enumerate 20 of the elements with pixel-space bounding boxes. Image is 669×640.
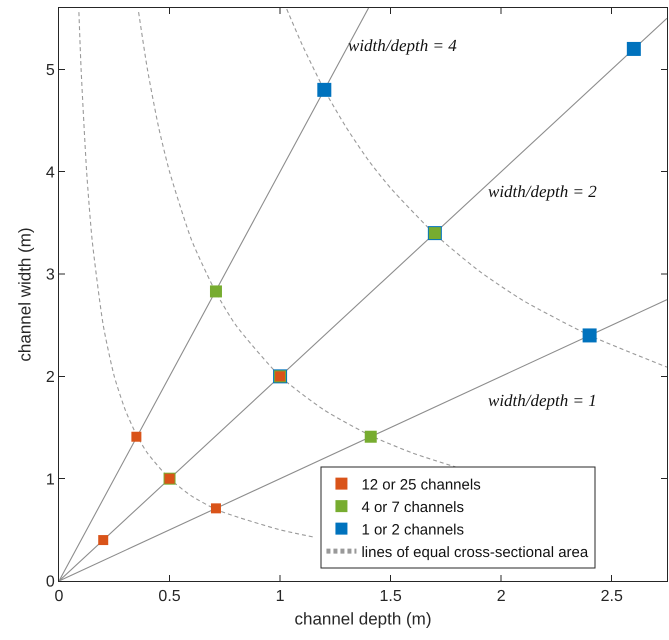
annotation: width/depth = 2 xyxy=(488,182,598,201)
x-tick-label: 2.5 xyxy=(600,588,623,606)
annotation: width/depth = 1 xyxy=(488,391,597,410)
annotation: width/depth = 4 xyxy=(348,36,458,55)
y-tick-label: 4 xyxy=(46,164,55,182)
legend-label: 12 or 25 channels xyxy=(361,476,481,494)
y-axis-title: channel width (m) xyxy=(15,227,34,362)
legend-label: lines of equal cross-sectional area xyxy=(361,544,589,561)
y-tick-label: 2 xyxy=(46,368,55,386)
legend-label: 1 or 2 channels xyxy=(361,522,464,538)
x-tick-label: 2 xyxy=(496,588,506,606)
y-tick-label: 1 xyxy=(46,471,55,488)
y-tick-label: 5 xyxy=(46,62,55,79)
y-tick-label: 0 xyxy=(46,574,55,591)
x-tick-label: 0.5 xyxy=(158,588,181,606)
legend-label: 4 or 7 channels xyxy=(361,499,464,516)
y-tick-label: 3 xyxy=(46,266,55,284)
x-tick-label: 1.5 xyxy=(380,588,402,606)
x-tick-label: 1 xyxy=(276,588,285,606)
x-axis-title: channel depth (m) xyxy=(294,610,432,629)
